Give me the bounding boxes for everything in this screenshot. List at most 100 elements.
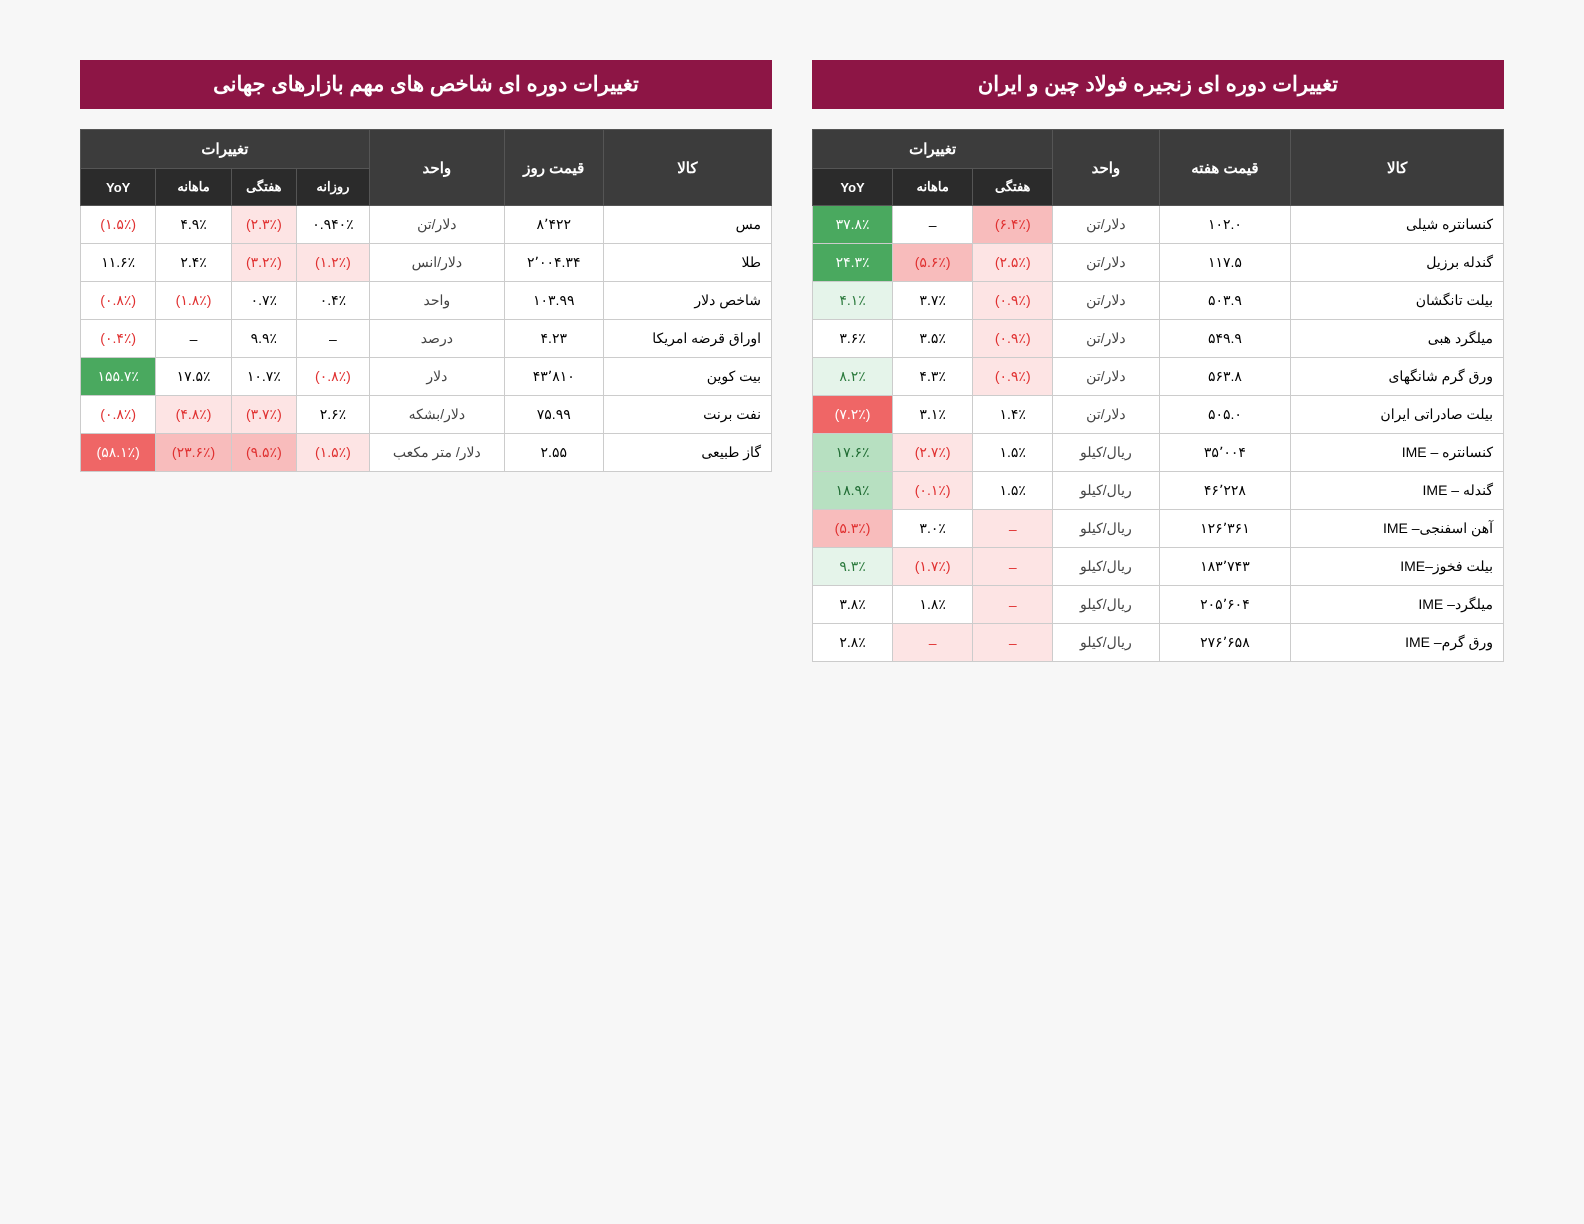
price-cell: ۴.۲۳ [504,320,603,358]
table-row: طلا۲٬۰۰۴.۳۴دلار/انس(۱.۲٪)(۳.۲٪)۲.۴٪۱۱.۶٪ [81,244,772,282]
price-cell: ۴۳٬۸۱۰ [504,358,603,396]
steel-chain-table: کالا قیمت هفته واحد تغییرات هفتگی ماهانه… [812,129,1504,662]
yoy-cell: (۰.۴٪) [81,320,156,358]
table-row: گندله برزیل۱۱۷.۵دلار/تن(۲.۵٪)(۵.۶٪)۲۴.۳٪ [813,244,1504,282]
price-cell: ۱۸۳٬۷۴۳ [1159,548,1291,586]
unit-cell: ریال/کیلو [1053,548,1159,586]
unit-cell: دلار/تن [1053,244,1159,282]
daily-cell: (۱.۵٪) [296,434,369,472]
price-cell: ۵۶۳.۸ [1159,358,1291,396]
weekly-cell: (۳.۲٪) [231,244,296,282]
commodity-cell: مس [603,206,771,244]
price-cell: ۵۴۹.۹ [1159,320,1291,358]
unit-cell: ریال/کیلو [1053,472,1159,510]
price-cell: ۸٬۴۲۲ [504,206,603,244]
table-row: میلگرد هبی۵۴۹.۹دلار/تن(۰.۹٪)۳.۵٪۳.۶٪ [813,320,1504,358]
monthly-cell: – [893,206,973,244]
weekly-cell: ۹.۹٪ [231,320,296,358]
commodity-cell: میلگرد هبی [1291,320,1504,358]
weekly-cell: (۲.۵٪) [973,244,1053,282]
monthly-cell: ۴.۳٪ [893,358,973,396]
global-indices-table: کالا قیمت روز واحد تغییرات روزانه هفتگی … [80,129,772,472]
yoy-cell: ۳.۶٪ [813,320,893,358]
tables-container: تغییرات دوره ای زنجیره فولاد چین و ایران… [80,60,1504,662]
yoy-cell: ۳۷.۸٪ [813,206,893,244]
monthly-cell: ۳.۷٪ [893,282,973,320]
commodity-cell: گندله برزیل [1291,244,1504,282]
global-indices-title: تغییرات دوره ای شاخص های مهم بازارهای جه… [80,60,772,109]
weekly-cell: (۰.۹٪) [973,358,1053,396]
table-row: بیلت صادراتی ایران۵۰۵.۰دلار/تن۱.۴٪۳.۱٪(۷… [813,396,1504,434]
table-row: گاز طبیعی۲.۵۵دلار/ متر مکعب(۱.۵٪)(۹.۵٪)(… [81,434,772,472]
table-row: آهن اسفنجی– IME۱۲۶٬۳۶۱ریال/کیلو–۳.۰٪(۵.۳… [813,510,1504,548]
monthly-cell: ۳.۱٪ [893,396,973,434]
unit-cell: دلار/بشکه [369,396,504,434]
price-cell: ۲۷۶٬۶۵۸ [1159,624,1291,662]
commodity-cell: اوراق قرضه امریکا [603,320,771,358]
weekly-cell: (۲.۳٪) [231,206,296,244]
monthly-cell: (۲۳.۶٪) [156,434,231,472]
unit-cell: ریال/کیلو [1053,624,1159,662]
yoy-cell: ۱۸.۹٪ [813,472,893,510]
commodity-cell: بیلت صادراتی ایران [1291,396,1504,434]
price-cell: ۱۰۳.۹۹ [504,282,603,320]
price-cell: ۲.۵۵ [504,434,603,472]
commodity-cell: نفت برنت [603,396,771,434]
weekly-cell: ۱.۵٪ [973,434,1053,472]
unit-cell: دلار/تن [1053,206,1159,244]
table-row: اوراق قرضه امریکا۴.۲۳درصد–۹.۹٪–(۰.۴٪) [81,320,772,358]
commodity-cell: گندله – IME [1291,472,1504,510]
yoy-cell: ۳.۸٪ [813,586,893,624]
monthly-cell: (۱.۷٪) [893,548,973,586]
commodity-cell: ورق گرم شانگهای [1291,358,1504,396]
table-row: کنسانتره – IME۳۵٬۰۰۴ریال/کیلو۱.۵٪(۲.۷٪)۱… [813,434,1504,472]
col-unit: واحد [1053,130,1159,206]
commodity-cell: کنسانتره شیلی [1291,206,1504,244]
unit-cell: دلار [369,358,504,396]
weekly-cell: (۹.۵٪) [231,434,296,472]
yoy-cell: (۰.۸٪) [81,282,156,320]
unit-cell: درصد [369,320,504,358]
daily-cell: ۰.۴٪ [296,282,369,320]
col-monthly: ماهانه [156,169,231,206]
col-changes: تغییرات [813,130,1053,169]
daily-cell: (۱.۲٪) [296,244,369,282]
price-cell: ۱۰۲.۰ [1159,206,1291,244]
col-price: قیمت هفته [1159,130,1291,206]
daily-cell: – [296,320,369,358]
yoy-cell: ۹.۳٪ [813,548,893,586]
table-row: گندله – IME۴۶٬۲۲۸ریال/کیلو۱.۵٪(۰.۱٪)۱۸.۹… [813,472,1504,510]
col-unit: واحد [369,130,504,206]
table-row: بیت کوین۴۳٬۸۱۰دلار(۰.۸٪)۱۰.۷٪۱۷.۵٪۱۵۵.۷٪ [81,358,772,396]
col-monthly: ماهانه [893,169,973,206]
weekly-cell: (۰.۹٪) [973,320,1053,358]
global-indices-block: تغییرات دوره ای شاخص های مهم بازارهای جه… [80,60,772,472]
col-yoy: YoY [813,169,893,206]
weekly-cell: (۶.۴٪) [973,206,1053,244]
unit-cell: ریال/کیلو [1053,586,1159,624]
commodity-cell: گاز طبیعی [603,434,771,472]
daily-cell: ۲.۶٪ [296,396,369,434]
price-cell: ۱۲۶٬۳۶۱ [1159,510,1291,548]
monthly-cell: ۱.۸٪ [893,586,973,624]
price-cell: ۴۶٬۲۲۸ [1159,472,1291,510]
table-row: شاخص دلار۱۰۳.۹۹واحد۰.۴٪۰.۷٪(۱.۸٪)(۰.۸٪) [81,282,772,320]
col-commodity: کالا [1291,130,1504,206]
table-row: ورق گرم– IME۲۷۶٬۶۵۸ریال/کیلو––۲.۸٪ [813,624,1504,662]
monthly-cell: ۲.۴٪ [156,244,231,282]
monthly-cell: ۳.۵٪ [893,320,973,358]
weekly-cell: ۱.۴٪ [973,396,1053,434]
yoy-cell: ۴.۱٪ [813,282,893,320]
unit-cell: دلار/تن [1053,320,1159,358]
weekly-cell: – [973,624,1053,662]
yoy-cell: ۱۵۵.۷٪ [81,358,156,396]
price-cell: ۱۱۷.۵ [1159,244,1291,282]
table-row: کنسانتره شیلی۱۰۲.۰دلار/تن(۶.۴٪)–۳۷.۸٪ [813,206,1504,244]
commodity-cell: آهن اسفنجی– IME [1291,510,1504,548]
yoy-cell: ۱۱.۶٪ [81,244,156,282]
weekly-cell: – [973,586,1053,624]
yoy-cell: ۸.۲٪ [813,358,893,396]
weekly-cell: (۳.۷٪) [231,396,296,434]
table-row: مس۸٬۴۲۲دلار/تن۰.۹۴۰٪(۲.۳٪)۴.۹٪(۱.۵٪) [81,206,772,244]
commodity-cell: طلا [603,244,771,282]
